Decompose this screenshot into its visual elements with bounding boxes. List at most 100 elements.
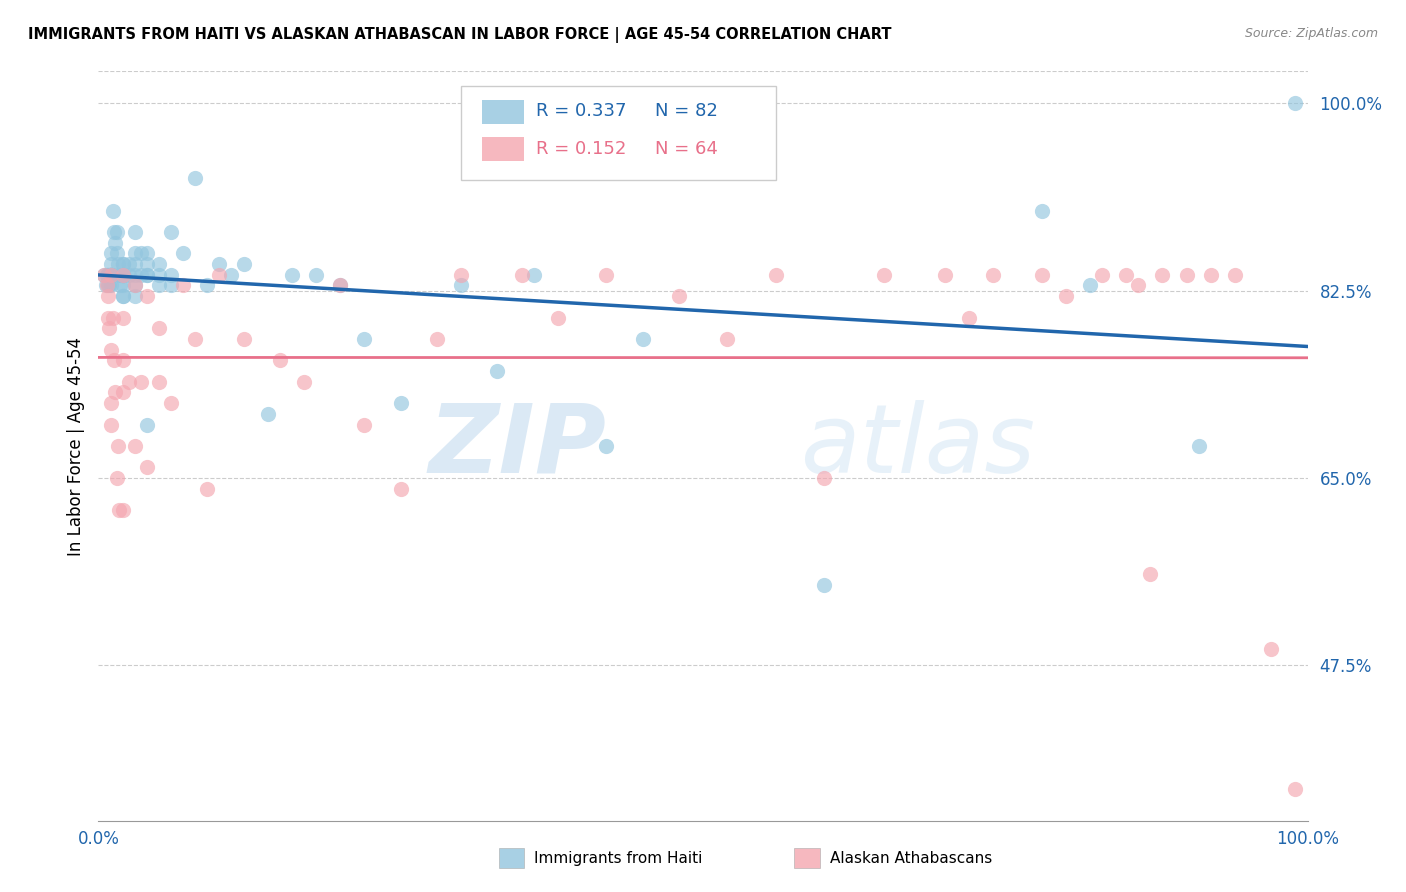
- Text: Immigrants from Haiti: Immigrants from Haiti: [534, 851, 703, 865]
- Text: Source: ZipAtlas.com: Source: ZipAtlas.com: [1244, 27, 1378, 40]
- Point: [1054, 289, 1077, 303]
- Point: [160, 268, 183, 282]
- Point: [1284, 781, 1306, 796]
- Y-axis label: In Labor Force | Age 45-54: In Labor Force | Age 45-54: [66, 336, 84, 556]
- Point: [111, 353, 134, 368]
- Point: [96, 268, 118, 282]
- Point: [100, 268, 122, 282]
- Point: [118, 268, 141, 282]
- Point: [135, 268, 157, 282]
- Point: [100, 268, 122, 282]
- Point: [100, 278, 122, 293]
- Point: [1031, 203, 1053, 218]
- Point: [160, 225, 183, 239]
- Point: [104, 235, 127, 250]
- Point: [281, 268, 304, 282]
- Point: [111, 268, 134, 282]
- Point: [94, 278, 117, 293]
- Point: [124, 268, 146, 282]
- Point: [135, 417, 157, 432]
- Point: [426, 332, 449, 346]
- Point: [1199, 268, 1222, 282]
- Point: [934, 268, 956, 282]
- Point: [981, 268, 1004, 282]
- FancyBboxPatch shape: [482, 100, 524, 124]
- Point: [1284, 96, 1306, 111]
- Point: [100, 268, 122, 282]
- Point: [105, 471, 128, 485]
- Point: [389, 396, 412, 410]
- Point: [1128, 278, 1150, 293]
- Point: [305, 268, 328, 282]
- Point: [232, 257, 254, 271]
- Point: [100, 257, 122, 271]
- Point: [98, 268, 121, 282]
- Point: [813, 578, 835, 592]
- Text: atlas: atlas: [800, 400, 1035, 492]
- Point: [111, 310, 134, 325]
- Point: [329, 278, 352, 293]
- Point: [111, 257, 134, 271]
- Point: [1223, 268, 1246, 282]
- Point: [96, 268, 118, 282]
- Point: [595, 439, 617, 453]
- Point: [124, 278, 146, 293]
- Point: [129, 246, 152, 260]
- Point: [100, 396, 122, 410]
- Point: [668, 289, 690, 303]
- Point: [957, 310, 980, 325]
- Point: [100, 246, 122, 260]
- Point: [208, 257, 231, 271]
- Point: [100, 268, 122, 282]
- Point: [103, 225, 125, 239]
- Point: [96, 278, 118, 293]
- Point: [450, 278, 472, 293]
- Point: [124, 439, 146, 453]
- Point: [208, 268, 231, 282]
- Text: N = 64: N = 64: [655, 139, 717, 158]
- Point: [1115, 268, 1137, 282]
- Point: [108, 503, 131, 517]
- Point: [389, 482, 412, 496]
- Point: [111, 385, 134, 400]
- Point: [1260, 642, 1282, 657]
- Point: [1031, 268, 1053, 282]
- Text: ZIP: ZIP: [429, 400, 606, 492]
- Point: [148, 375, 170, 389]
- Text: Alaskan Athabascans: Alaskan Athabascans: [830, 851, 991, 865]
- Point: [148, 278, 170, 293]
- Point: [108, 278, 131, 293]
- Point: [118, 257, 141, 271]
- Point: [97, 278, 120, 293]
- Point: [631, 332, 654, 346]
- Point: [97, 268, 120, 282]
- Point: [111, 503, 134, 517]
- Point: [1175, 268, 1198, 282]
- Point: [98, 268, 121, 282]
- Point: [100, 268, 122, 282]
- Point: [184, 171, 207, 186]
- Point: [100, 268, 122, 282]
- Point: [450, 268, 472, 282]
- Point: [547, 310, 569, 325]
- Point: [716, 332, 738, 346]
- Point: [329, 278, 352, 293]
- Point: [135, 246, 157, 260]
- Point: [101, 310, 124, 325]
- Point: [1091, 268, 1114, 282]
- Point: [111, 278, 134, 293]
- Point: [195, 278, 218, 293]
- Point: [1188, 439, 1211, 453]
- Point: [97, 289, 120, 303]
- Point: [100, 268, 122, 282]
- Point: [129, 268, 152, 282]
- Point: [184, 332, 207, 346]
- Point: [172, 246, 194, 260]
- Point: [135, 289, 157, 303]
- Point: [105, 246, 128, 260]
- Point: [269, 353, 291, 368]
- Point: [765, 268, 787, 282]
- Point: [107, 257, 129, 271]
- Point: [124, 278, 146, 293]
- Point: [148, 257, 170, 271]
